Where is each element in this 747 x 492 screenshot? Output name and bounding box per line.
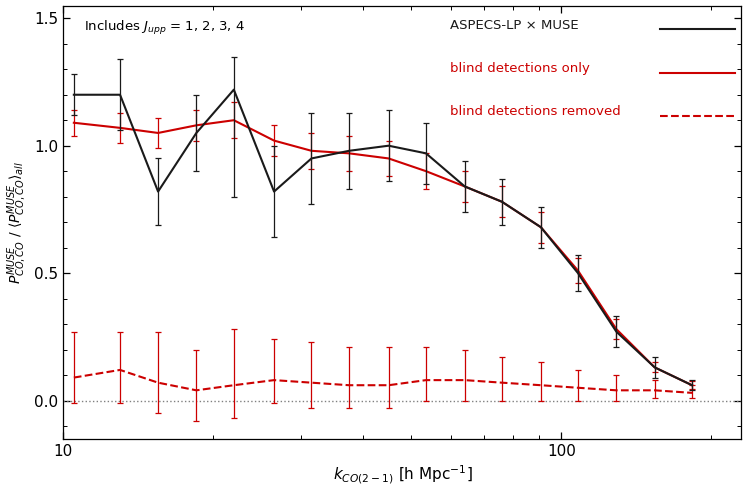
Y-axis label: $P_{CO,CO}^{MUSE}$ / $\langle P_{CO,CO}^{MUSE}\rangle_{all}$: $P_{CO,CO}^{MUSE}$ / $\langle P_{CO,CO}^… <box>5 161 28 283</box>
Text: Includes $J_{upp}$ = 1, 2, 3, 4: Includes $J_{upp}$ = 1, 2, 3, 4 <box>84 19 244 36</box>
Text: blind detections removed: blind detections removed <box>450 105 621 118</box>
Text: blind detections only: blind detections only <box>450 62 589 75</box>
Text: ASPECS-LP × MUSE: ASPECS-LP × MUSE <box>450 19 578 31</box>
X-axis label: $k_{CO(2-1)}$ [h Mpc$^{-1}$]: $k_{CO(2-1)}$ [h Mpc$^{-1}$] <box>332 464 472 487</box>
